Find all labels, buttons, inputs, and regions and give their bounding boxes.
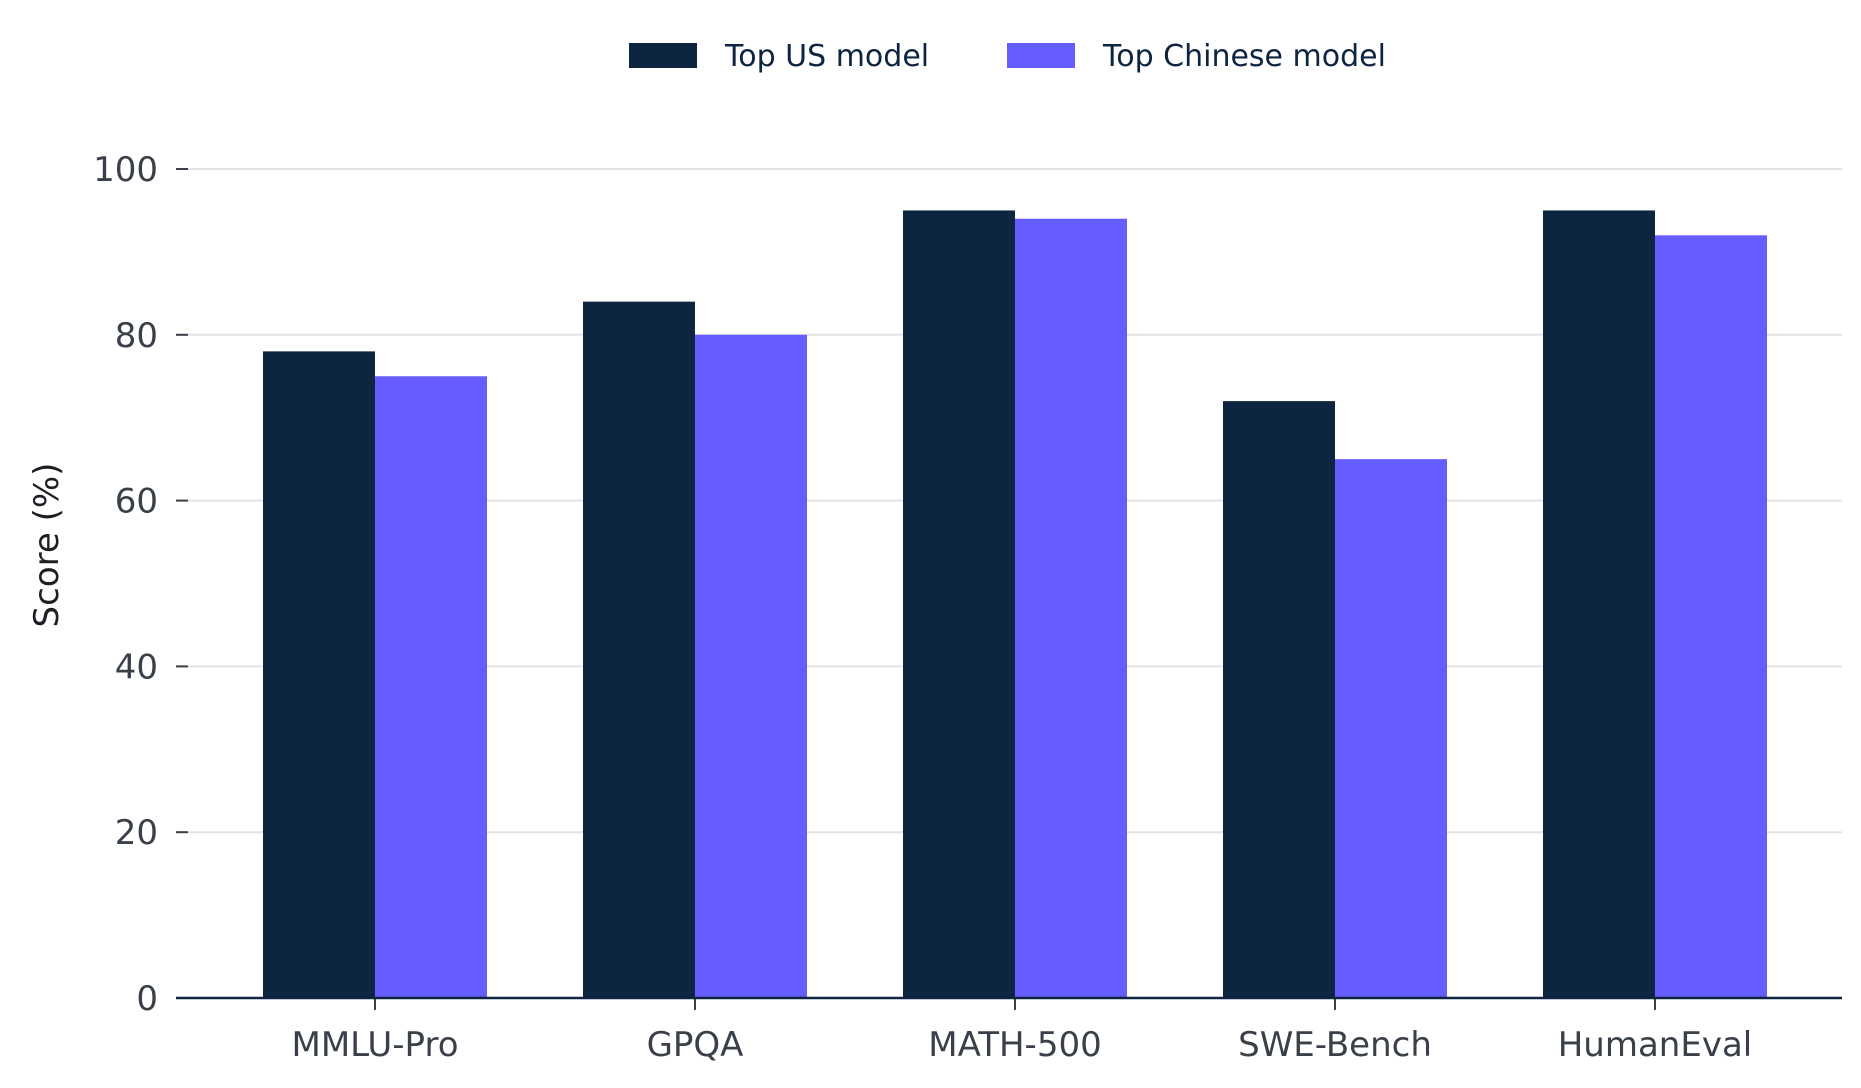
y-tick-label: 0 xyxy=(136,979,158,1019)
bar xyxy=(903,210,1015,998)
y-axis-title: Score (%) xyxy=(27,463,67,628)
legend-label: Top Chinese model xyxy=(1102,39,1386,74)
axes: 0 20 40 60 80 100 MMLU-Pro GPQA MATH-500 SWE-Benc… xyxy=(93,150,1842,1065)
legend-label: Top US model xyxy=(724,39,929,74)
bar xyxy=(1655,235,1767,998)
bar xyxy=(375,376,487,998)
y-tick-label: 40 xyxy=(115,647,158,687)
bar xyxy=(1543,210,1655,998)
x-tick-label: MMLU-Pro xyxy=(291,1025,458,1065)
y-tick-label: 80 xyxy=(115,316,158,356)
x-tick-label: MATH-500 xyxy=(928,1025,1101,1065)
y-tick-label: 100 xyxy=(93,150,158,190)
bar xyxy=(263,351,375,998)
bar xyxy=(695,334,807,998)
y-tick-label: 20 xyxy=(115,813,158,853)
bars xyxy=(263,210,1767,999)
x-tick-label: GPQA xyxy=(647,1025,744,1065)
legend: Top US model Top Chinese model xyxy=(629,39,1386,74)
bar xyxy=(1335,459,1447,998)
legend-swatch xyxy=(629,43,697,68)
x-tick-label: SWE-Bench xyxy=(1238,1025,1432,1065)
x-tick-label: HumanEval xyxy=(1558,1025,1753,1065)
legend-swatch xyxy=(1007,43,1075,68)
bar xyxy=(583,301,695,998)
y-tick-label: 60 xyxy=(115,482,158,522)
bar xyxy=(1223,401,1335,998)
bar xyxy=(1015,218,1127,999)
